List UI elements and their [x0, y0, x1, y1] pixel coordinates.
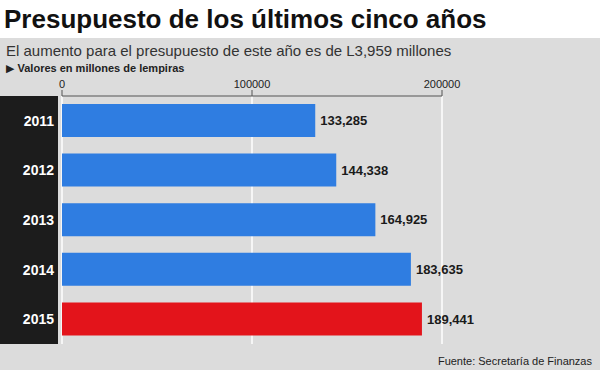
svg-text:183,635: 183,635: [416, 262, 463, 277]
svg-text:189,441: 189,441: [427, 312, 474, 327]
html-text:▶ Valores en millones de lempi: ▶ Valores en millones de lempiras: [6, 62, 185, 74]
svg-text:2013: 2013: [23, 212, 54, 228]
svg-text:144,338: 144,338: [341, 163, 388, 178]
svg-text:2014: 2014: [23, 262, 54, 278]
html-text:El aumento para el presupuesto: El aumento para el presupuesto de este a…: [6, 42, 452, 59]
svg-text:164,925: 164,925: [380, 212, 427, 227]
svg-text:200000: 200000: [424, 78, 461, 90]
svg-text:2015: 2015: [23, 311, 54, 327]
svg-text:2011: 2011: [24, 113, 55, 129]
html-text:Fuente: Secretaría de Finanzas: Fuente: Secretaría de Finanzas: [437, 355, 592, 367]
html-text:Presupuesto de los últimos cin: Presupuesto de los últimos cinco años: [4, 4, 487, 34]
svg-text:2012: 2012: [23, 162, 54, 178]
svg-text:0: 0: [59, 78, 65, 90]
svg-text:133,285: 133,285: [320, 113, 367, 128]
svg-text:100000: 100000: [234, 78, 271, 90]
